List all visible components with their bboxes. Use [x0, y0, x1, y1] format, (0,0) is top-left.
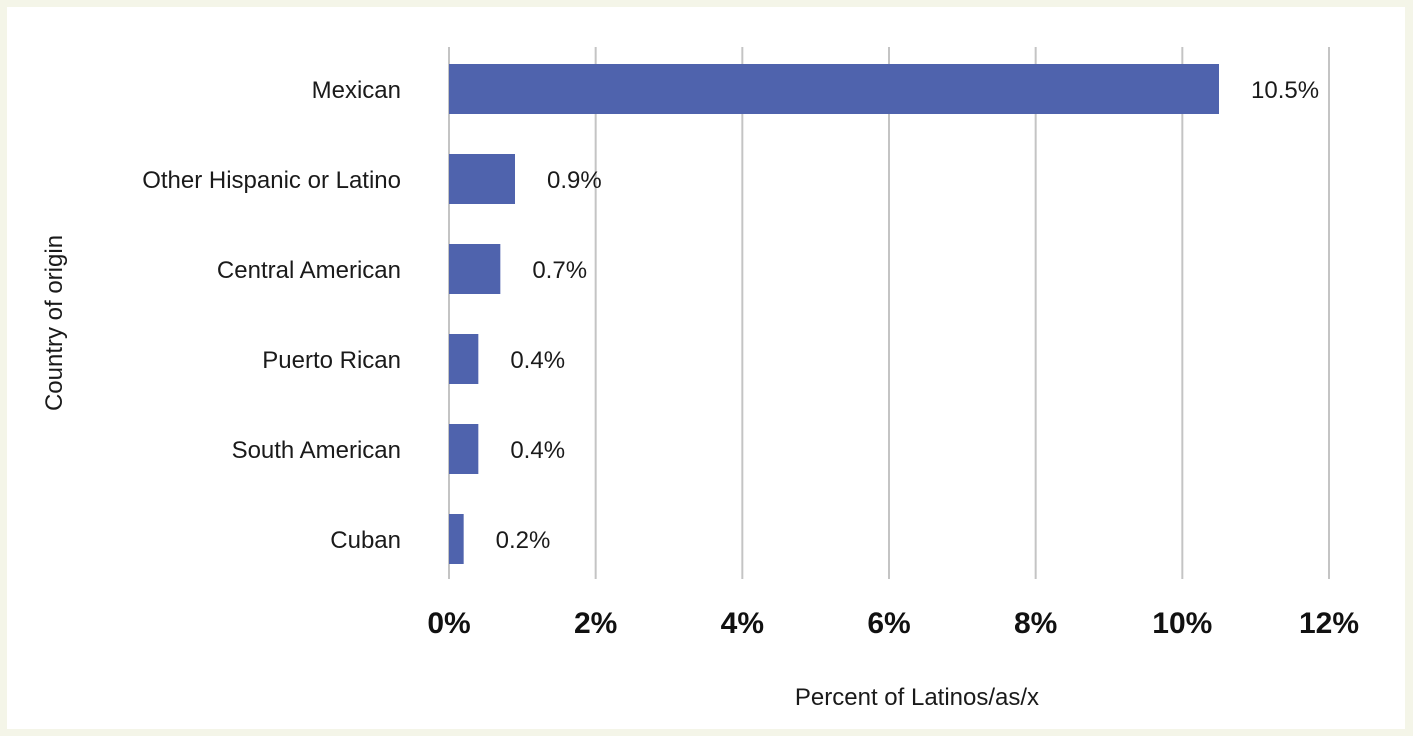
value-labels: 10.5% 0.9% 0.7% 0.4% 0.4% 0.2%: [496, 77, 1319, 554]
x-axis-title: Percent of Latinos/as/x: [795, 684, 1039, 711]
bar: [449, 154, 515, 204]
category-label: Central American: [217, 257, 401, 284]
category-labels: Mexican Other Hispanic or Latino Central A…: [142, 77, 401, 554]
value-label: 0.7%: [532, 257, 587, 284]
category-label: Other Hispanic or Latino: [142, 167, 401, 194]
y-axis-title: Country of origin: [41, 235, 68, 411]
x-tick-label: 0%: [427, 607, 470, 640]
x-tick-label: 8%: [1014, 607, 1057, 640]
x-tick-labels: 0% 2% 4% 6% 8% 10% 12%: [427, 607, 1359, 640]
category-label: Puerto Rican: [262, 347, 401, 374]
bar: [449, 334, 479, 384]
x-tick-label: 6%: [867, 607, 910, 640]
bars: [449, 64, 1219, 564]
bar: [449, 244, 501, 294]
value-label: 0.4%: [510, 347, 565, 374]
x-tick-label: 4%: [721, 607, 764, 640]
value-label: 0.4%: [510, 437, 565, 464]
bar-chart: Mexican Other Hispanic or Latino Central A…: [41, 47, 1359, 711]
x-tick-label: 2%: [574, 607, 617, 640]
bar: [449, 424, 479, 474]
value-label: 0.9%: [547, 167, 602, 194]
category-label: Mexican: [312, 77, 401, 104]
bar: [449, 514, 464, 564]
x-tick-label: 12%: [1299, 607, 1359, 640]
value-label: 10.5%: [1251, 77, 1319, 104]
value-label: 0.2%: [496, 527, 551, 554]
x-tick-label: 10%: [1152, 607, 1212, 640]
bar: [449, 64, 1219, 114]
category-label: South American: [232, 437, 401, 464]
chart-frame: Mexican Other Hispanic or Latino Central A…: [7, 7, 1405, 729]
gridlines: [448, 47, 1330, 579]
category-label: Cuban: [330, 527, 401, 554]
